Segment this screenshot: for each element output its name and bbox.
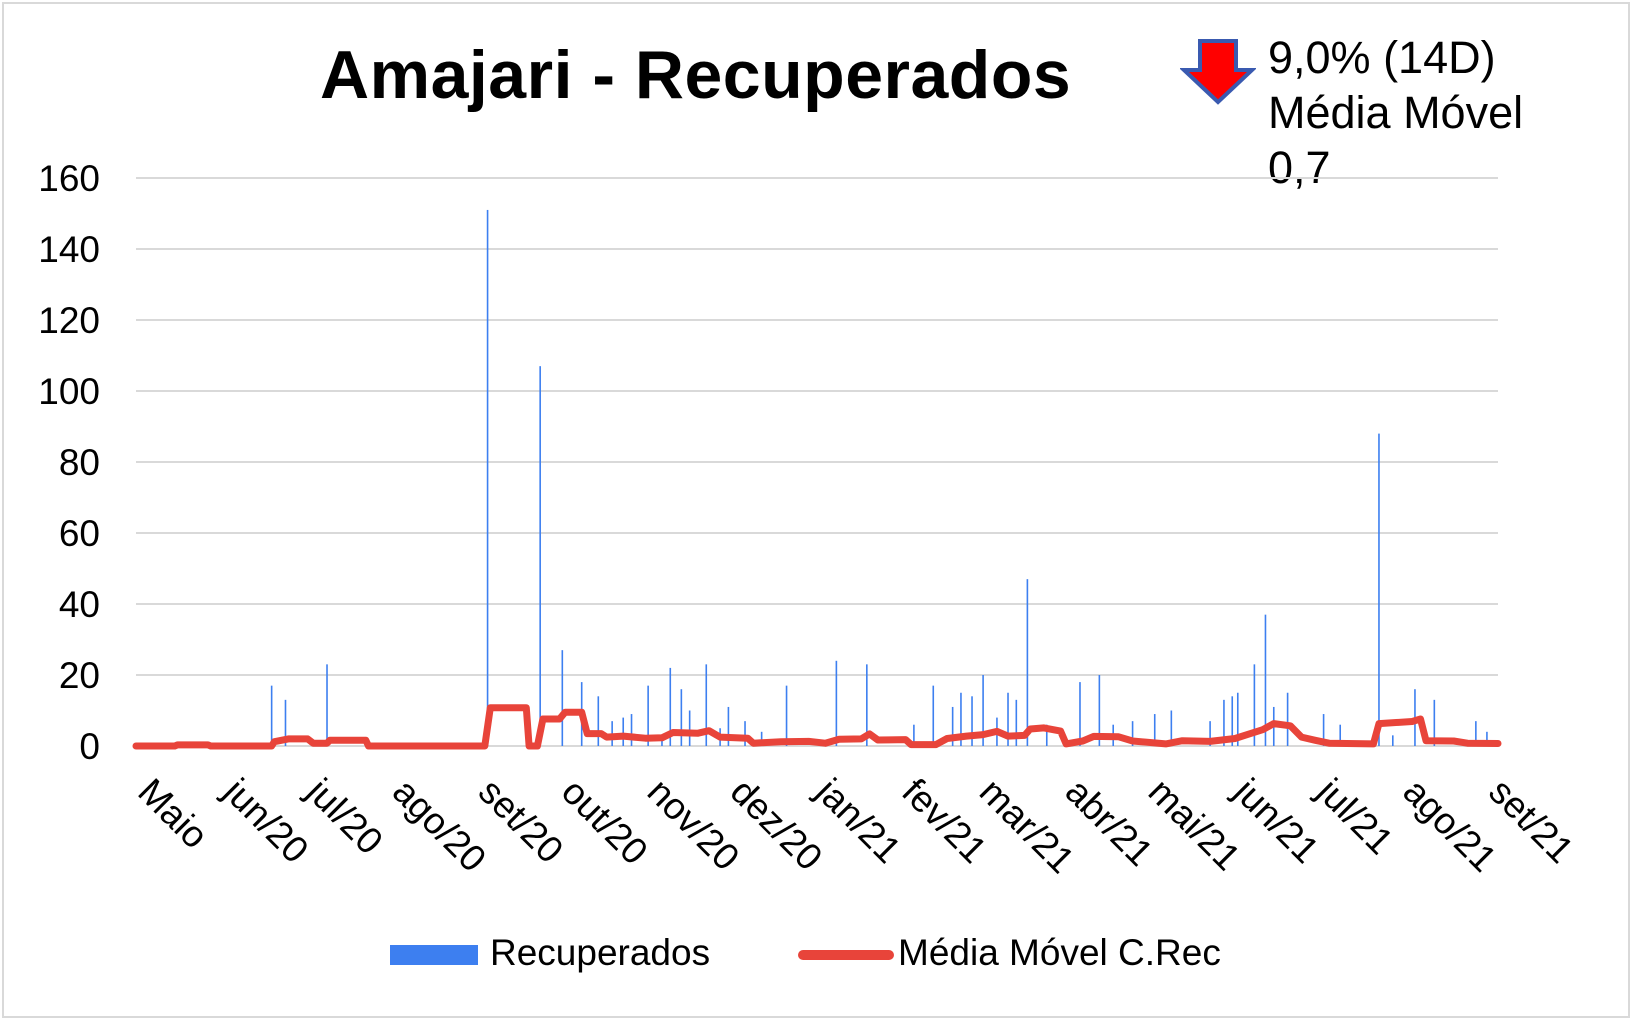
bar-recuperados <box>982 675 984 746</box>
bar-recuperados <box>284 699 287 746</box>
legend-swatch-line <box>798 950 894 960</box>
bar-recuperados <box>1433 699 1436 746</box>
x-tick-label: ago/20 <box>385 771 494 880</box>
bar-recuperados <box>1264 614 1267 746</box>
annotation-value: 0,7 <box>1268 142 1331 193</box>
series-line-media-movel <box>132 704 1502 750</box>
x-tick-label: mai/21 <box>1141 771 1249 879</box>
annotation-change: 9,0% (14D) <box>1268 32 1496 83</box>
bar-recuperados <box>951 706 954 746</box>
y-tick-label: 100 <box>38 371 100 412</box>
y-tick-label: 20 <box>59 655 100 696</box>
bar-recuperados <box>705 664 708 746</box>
legend-swatch-bars <box>390 945 478 965</box>
x-tick-label: jul/21 <box>1309 770 1401 862</box>
bar-recuperados <box>1286 692 1289 746</box>
bar-recuperados <box>1253 664 1256 746</box>
bar-recuperados <box>1223 699 1225 746</box>
bar-recuperados <box>1131 721 1134 746</box>
x-axis-tick-labels: Maio jun/20jul/20ago/20set/20out/20nov/20… <box>130 770 1581 881</box>
bar-recuperados <box>744 721 746 746</box>
y-tick-label: 0 <box>79 726 100 767</box>
bar-recuperados <box>760 731 763 746</box>
line-media-movel <box>132 704 1502 750</box>
bar-recuperados <box>1236 692 1239 746</box>
bar-recuperados <box>561 650 564 746</box>
bar-recuperados <box>971 696 973 746</box>
bar-recuperados <box>1015 699 1018 746</box>
x-tick-label: mar/21 <box>972 771 1082 881</box>
bar-recuperados <box>680 689 683 746</box>
x-tick-label: fev/21 <box>894 771 994 871</box>
y-tick-label: 60 <box>59 513 100 554</box>
bar-recuperados <box>932 685 935 746</box>
bar-recuperados <box>1079 682 1081 746</box>
bar-recuperados <box>785 685 788 746</box>
bar-recuperados <box>1045 724 1048 746</box>
x-tick-label: nov/20 <box>640 771 748 879</box>
y-tick-label: 80 <box>59 442 100 483</box>
bar-recuperados <box>647 685 649 746</box>
bar-recuperados <box>1153 714 1156 746</box>
y-tick-label: 140 <box>38 229 100 270</box>
bar-recuperados <box>622 717 625 746</box>
bar-recuperados <box>1475 721 1477 746</box>
red-down-arrow-icon <box>1180 39 1256 105</box>
bar-recuperados <box>1339 724 1342 746</box>
bar-recuperados <box>727 706 730 746</box>
legend-label-bars: Recuperados <box>490 932 711 973</box>
bar-recuperados <box>960 692 962 746</box>
bar-recuperados <box>1098 675 1101 746</box>
bar-recuperados <box>1209 721 1211 746</box>
x-tick-label: ago/21 <box>1395 771 1504 880</box>
x-tick-label: out/20 <box>554 771 656 873</box>
bar-recuperados <box>1170 710 1173 746</box>
x-tick-label: jul/20 <box>299 770 391 862</box>
bar-recuperados <box>597 696 600 746</box>
chart-title: Amajari - Recuperados <box>320 37 1072 113</box>
bar-recuperados <box>270 685 273 746</box>
bars-recuperados <box>270 209 1488 746</box>
bar-recuperados <box>630 714 633 746</box>
x-tick-label: Maio <box>130 771 216 857</box>
bar-recuperados <box>669 667 672 746</box>
bar-recuperados <box>688 710 691 746</box>
bar-recuperados <box>1231 696 1234 746</box>
bar-recuperados <box>835 660 838 746</box>
x-tick-label: jun/20 <box>215 770 316 871</box>
annotation-label: Média Móvel <box>1268 87 1524 138</box>
legend-label-line: Média Móvel C.Rec <box>898 932 1221 973</box>
bar-recuperados <box>1392 735 1394 746</box>
y-tick-label: 120 <box>38 300 100 341</box>
bar-recuperados <box>539 366 541 746</box>
trend-annotation: 9,0% (14D) Média Móvel 0,7 <box>1268 30 1523 195</box>
bar-recuperados <box>1486 731 1488 746</box>
bar-recuperados <box>1026 579 1029 746</box>
bar-recuperados <box>1322 714 1325 746</box>
x-tick-label: dez/20 <box>723 771 831 879</box>
y-axis-tick-labels: 0 20 40 60 80 100 120 140 160 <box>38 158 100 767</box>
gridlines <box>136 177 1498 747</box>
bar-recuperados <box>866 664 868 746</box>
y-tick-label: 160 <box>38 158 100 199</box>
bar-recuperados <box>486 209 489 746</box>
bar-recuperados <box>913 724 915 746</box>
bar-recuperados <box>326 664 328 746</box>
bar-recuperados <box>1007 692 1009 746</box>
bar-recuperados <box>1378 433 1380 746</box>
y-tick-label: 40 <box>59 584 100 625</box>
